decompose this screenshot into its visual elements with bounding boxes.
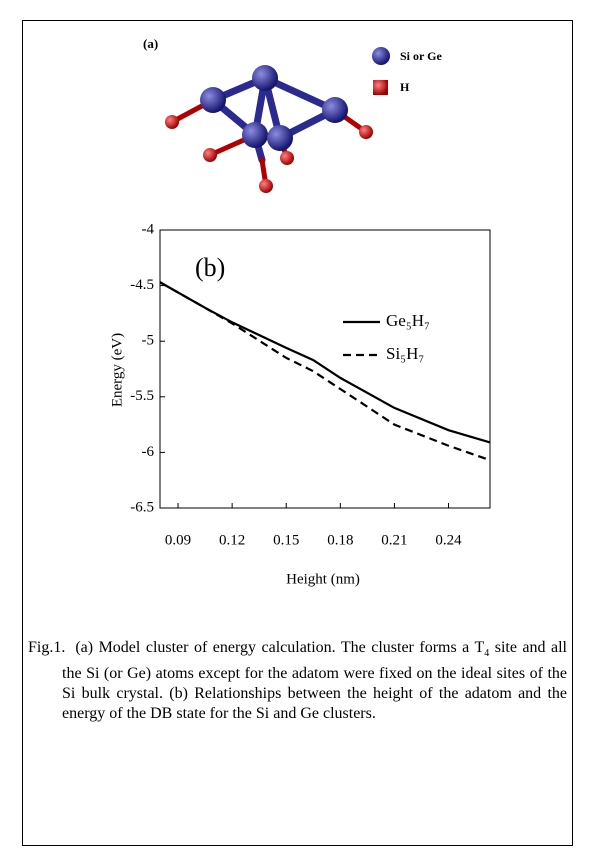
figure: (a) Si or Ge H (b) Height (nm) Energy (e… <box>0 0 597 866</box>
legend-swatch <box>372 47 390 65</box>
y-tick-label: -5 <box>142 333 155 349</box>
x-tick-label: 0.24 <box>435 532 462 548</box>
caption-label: Fig.1. <box>28 639 65 656</box>
x-tick-label: 0.09 <box>165 532 191 548</box>
series-line <box>160 282 490 442</box>
molecule <box>165 65 373 193</box>
legend-label: Ge₅H₇ <box>386 311 430 330</box>
y-axis-label: Energy (eV) <box>109 333 125 407</box>
x-tick-label: 0.15 <box>273 532 299 548</box>
x-tick-label: 0.18 <box>327 532 353 548</box>
legend-label: H <box>400 80 410 94</box>
y-tick-label: -6.5 <box>130 499 154 515</box>
y-tick-label: -6 <box>142 444 155 460</box>
y-tick-label: -5.5 <box>130 388 154 404</box>
series-line <box>160 282 490 460</box>
legend-label: Si or Ge <box>400 49 442 63</box>
panel-label: (a) <box>143 36 158 51</box>
legend-swatch <box>373 80 388 95</box>
x-tick-label: 0.12 <box>219 532 245 548</box>
panel-label: (b) <box>195 253 225 282</box>
y-tick-label: -4.5 <box>130 277 154 293</box>
x-tick-label: 0.21 <box>381 532 407 548</box>
caption: Fig.1. (a) Model cluster of energy calcul… <box>28 638 567 724</box>
y-tick-label: -4 <box>142 221 155 237</box>
caption-text: (a) Model cluster of energy calculation.… <box>75 639 484 656</box>
legend-label: Si₅H₇ <box>386 344 424 363</box>
x-axis-label: Height (nm) <box>286 571 360 587</box>
